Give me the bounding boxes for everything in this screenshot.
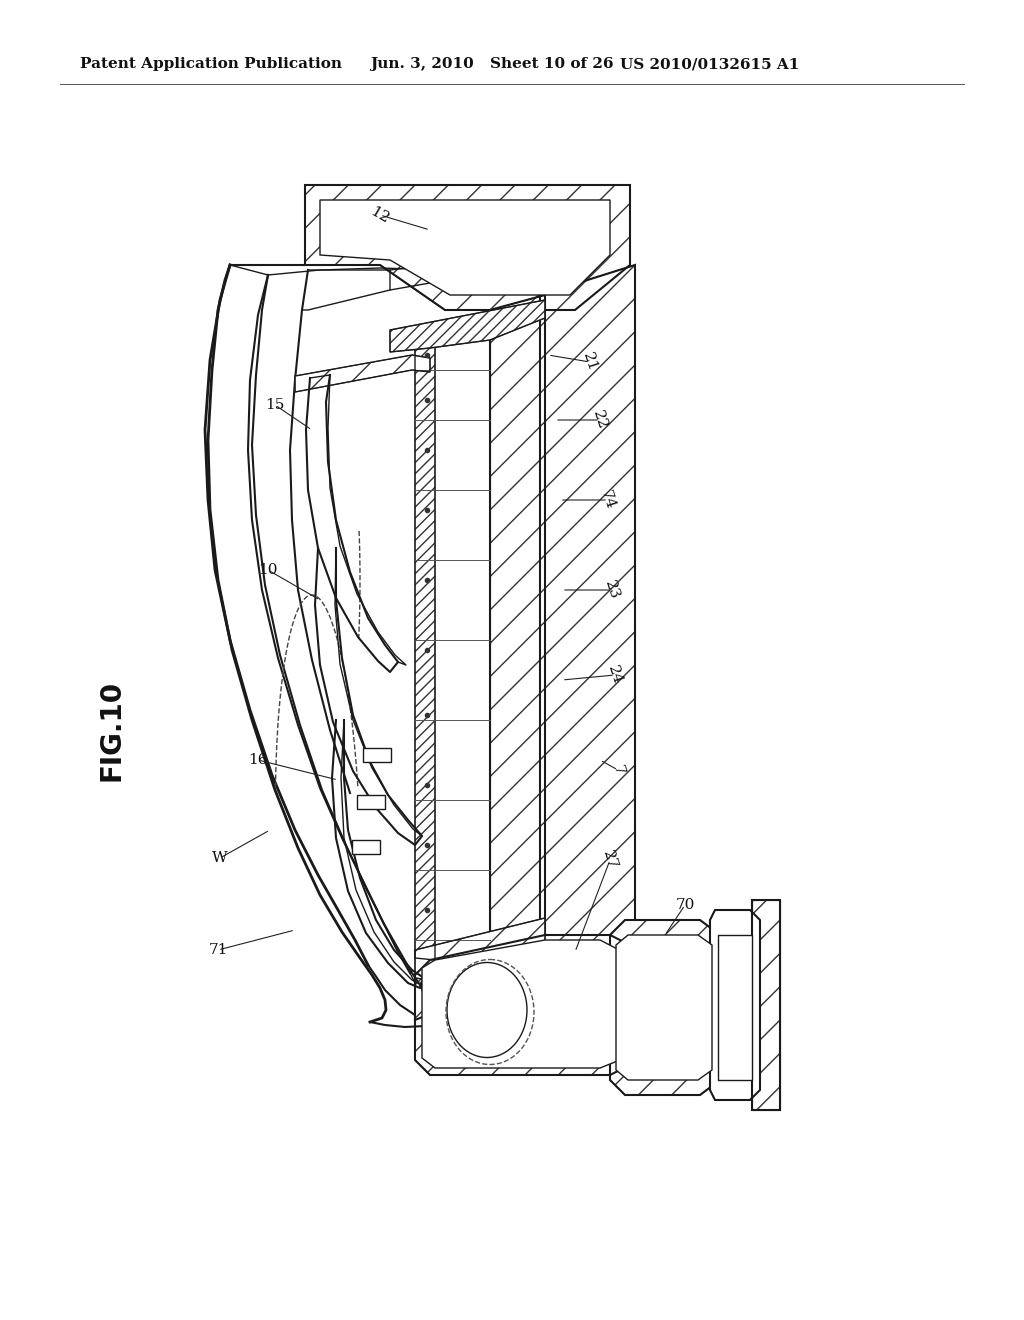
Text: US 2010/0132615 A1: US 2010/0132615 A1	[620, 57, 800, 71]
Polygon shape	[295, 355, 430, 392]
Polygon shape	[490, 294, 545, 995]
Polygon shape	[390, 300, 545, 352]
Polygon shape	[422, 940, 625, 1068]
Polygon shape	[710, 909, 760, 1100]
Text: 23: 23	[602, 578, 622, 602]
Text: 21: 21	[581, 351, 600, 374]
Polygon shape	[305, 185, 630, 310]
Text: FIG.10: FIG.10	[98, 680, 126, 780]
Text: 16: 16	[248, 752, 267, 767]
Text: Jun. 3, 2010: Jun. 3, 2010	[370, 57, 474, 71]
Polygon shape	[752, 900, 780, 1110]
Text: 71: 71	[208, 942, 227, 957]
Polygon shape	[718, 935, 752, 1080]
Polygon shape	[319, 201, 610, 294]
Polygon shape	[610, 920, 720, 1096]
Polygon shape	[415, 935, 640, 1074]
Text: 15: 15	[265, 399, 285, 412]
Polygon shape	[352, 840, 380, 854]
Text: W: W	[212, 851, 227, 865]
Polygon shape	[415, 335, 435, 960]
Text: 10: 10	[258, 564, 278, 577]
Text: 12: 12	[368, 205, 392, 226]
Polygon shape	[540, 265, 635, 1005]
Polygon shape	[430, 315, 490, 975]
Polygon shape	[357, 795, 385, 809]
Text: 22: 22	[590, 409, 609, 432]
Polygon shape	[362, 748, 391, 762]
Polygon shape	[616, 935, 712, 1080]
Text: 70: 70	[675, 898, 694, 912]
Text: 24: 24	[605, 664, 625, 686]
Polygon shape	[415, 917, 545, 979]
Text: Patent Application Publication: Patent Application Publication	[80, 57, 342, 71]
Text: 27: 27	[600, 849, 620, 871]
Text: 74: 74	[598, 488, 617, 511]
Text: 7: 7	[610, 763, 626, 776]
Text: Sheet 10 of 26: Sheet 10 of 26	[490, 57, 613, 71]
